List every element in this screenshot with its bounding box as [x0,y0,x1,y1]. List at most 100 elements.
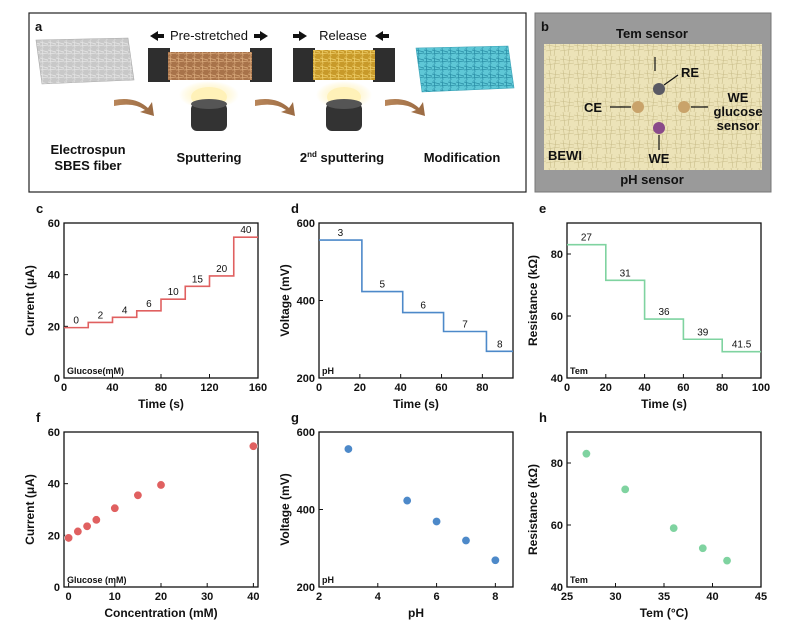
panel-h-letter: h [539,410,547,425]
x-tick-label: 30 [609,591,621,603]
x-tick-label: 20 [354,382,366,394]
step-label: 10 [168,287,180,298]
chart-f: f 0 10 20 30 40 0 20 40 60 Concentration (mM) Curre… [23,410,260,620]
second-sputtering-stage-illustration [293,48,395,131]
panel-e-letter: e [539,201,546,216]
process-arrow-3 [385,99,425,116]
x-tick-label: 40 [395,382,407,394]
panel-a-frame [28,12,527,193]
we-ph-label: WE [649,151,670,166]
y-tick-label: 600 [297,427,315,439]
y-axis-title: Resistance (kΩ) [526,464,540,555]
ce-electrode-dot [632,101,644,113]
x-tick-label: 2 [316,591,322,603]
data-point [133,490,143,500]
x-tick-label: 160 [249,382,267,394]
ph-sensor-label: pH sensor [620,172,684,187]
process-arrow-2 [255,99,295,116]
x-tick-label: 0 [564,382,570,394]
x-tick-label: 0 [316,382,322,394]
step-label: 27 [581,233,593,244]
re-label: RE [681,65,699,80]
y-tick-label: 80 [551,249,563,261]
step-label: 36 [658,307,670,318]
y-tick-label: 20 [48,530,60,542]
y-tick-label: 40 [48,479,60,491]
plot-frame [318,431,514,588]
y-axis-title: Resistance (kΩ) [526,255,540,346]
y-axis-title: Current (μA) [23,265,37,336]
x-axis-title: Time (s) [641,397,687,411]
y-tick-label: 40 [48,270,60,282]
x-tick-label: 40 [706,591,718,603]
x-tick-label: 0 [61,382,67,394]
step-label: 4 [122,305,128,316]
step-label: 6 [146,299,152,310]
chart-h: h 25 30 35 40 45 40 60 80 Tem (°C) Resistance (kΩ)… [526,410,767,620]
caption-electrospun-line1: Electrospun [50,142,125,157]
data-point [73,526,83,536]
y-tick-label: 0 [54,582,60,594]
caption-second-sputtering-text: sputtering [317,150,384,165]
data-point [248,441,258,451]
panel-c-letter: c [36,201,43,216]
y-tick-label: 400 [297,296,315,308]
x-tick-label: 40 [638,382,650,394]
data-point [669,523,679,533]
data-point [461,535,471,545]
x-tick-label: 40 [106,382,118,394]
y-axis-title-prefix: Current ( [23,285,37,336]
x-tick-label: 20 [155,591,167,603]
y-axis-title-suffix: A) [23,265,37,278]
y-tick-label: 200 [297,582,315,594]
data-point [156,480,166,490]
we-glucose-label-2: glucose [713,104,762,119]
chart-d: d 0 20 40 60 80 200 400 600 Time (s) Voltage (mV) p… [278,201,514,411]
data-point [581,449,591,459]
panel-b-letter: b [541,19,549,34]
y-axis-title: Voltage (mV) [278,473,292,545]
x-tick-label: 80 [716,382,728,394]
plot-note: pH [322,575,334,585]
step-label: 2 [98,310,104,321]
step-label: 40 [240,225,252,236]
y-tick-label: 600 [297,218,315,230]
chart-g: g 2 4 6 8 200 400 600 pH Voltage (mV) pH [278,410,514,620]
sputtering-stage-illustration [148,48,272,131]
release-label-group: Release [293,28,389,43]
data-point [490,555,500,565]
x-tick-label: 25 [561,591,573,603]
step-label: 6 [420,301,426,312]
step-label: 0 [73,316,79,327]
plot-frame [63,431,259,588]
x-tick-label: 20 [600,382,612,394]
y-tick-label: 80 [551,458,563,470]
x-tick-label: 30 [201,591,213,603]
electrospun-fiber-mat-illustration [35,37,135,85]
y-axis-title: Current (μA) [23,474,37,545]
right-arrow-icon [254,31,268,41]
step-label: 7 [462,320,468,331]
tem-sensor-label: Tem sensor [616,26,688,41]
modified-fiber-mat-illustration [415,45,515,93]
x-tick-label: 35 [658,591,670,603]
caption-sputtering: Sputtering [177,150,242,165]
x-axis-title: Tem (°C) [640,606,689,620]
data-point [343,444,353,454]
y-tick-label: 200 [297,373,315,385]
bewi-label: BEWI [548,148,582,163]
plot-note: Glucose (mM) [67,575,127,585]
y-axis-title-prefix: Current ( [23,494,37,545]
plot-frame [566,222,762,379]
data-point [110,503,120,513]
y-axis-title-mu: μ [23,278,37,285]
ce-label: CE [584,100,602,115]
re-electrode-dot [653,83,665,95]
panel-a: a [28,12,527,193]
data-point [64,533,74,543]
data-point [698,543,708,553]
plot-note: Tem [570,366,588,376]
y-tick-label: 60 [551,520,563,532]
